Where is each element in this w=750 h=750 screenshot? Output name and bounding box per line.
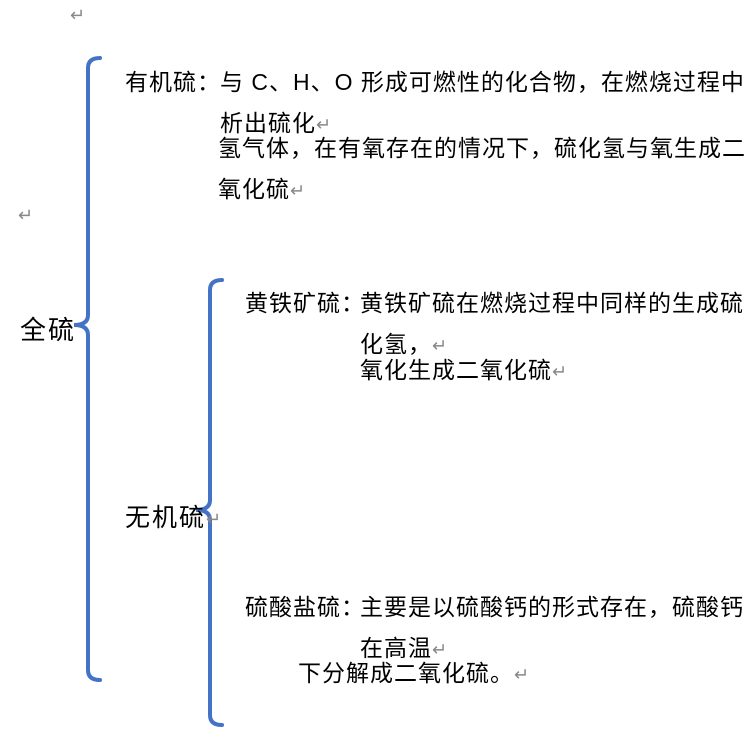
organic-sulfur-line1-text: 与 C、H、O 形成可燃性的化合物，在燃烧过程中析出硫化 (220, 69, 745, 136)
sulfate-sulfur-line2-text: 下分解成二氧化硫。 (298, 660, 514, 686)
pyrite-sulfur-line1-text: 黄铁矿硫在燃烧过程中同样的生成硫化氢， (360, 290, 744, 357)
sulfate-sulfur-line1-text: 主要是以硫酸钙的形式存在，硫酸钙在高温 (360, 594, 744, 661)
sulfate-sulfur-label-text: 硫酸盐硫： (245, 594, 365, 620)
pyrite-sulfur-label: 黄铁矿硫： (245, 283, 365, 324)
return-icon: ↵ (206, 509, 223, 529)
inorganic-sulfur-label-text: 无机硫 (125, 504, 206, 532)
pyrite-sulfur-line2: 氧化生成二氧化硫↵ (360, 350, 568, 391)
return-mark-left: ↵ (18, 205, 33, 226)
return-icon: ↵ (514, 665, 530, 685)
return-icon: ↵ (552, 362, 568, 382)
organic-sulfur-label-text: 有机硫： (125, 69, 221, 95)
sulfate-sulfur-label: 硫酸盐硫： (245, 587, 365, 628)
organic-sulfur-line2: 氢气体，在有氧存在的情况下，硫化氢与氧生成二氧化硫↵ (218, 128, 750, 211)
pyrite-sulfur-line2-text: 氧化生成二氧化硫 (360, 357, 552, 383)
return-icon: ↵ (290, 181, 306, 201)
tree-diagram: ↵ ↵ 全硫 有机硫： 与 C、H、O 形成可燃性的化合物，在燃烧过程中析出硫化… (0, 0, 750, 750)
root-label: 全硫 (20, 310, 76, 347)
sulfate-sulfur-line2: 下分解成二氧化硫。↵ (298, 653, 530, 694)
inorganic-sulfur-label: 无机硫↵ (125, 498, 223, 534)
organic-sulfur-label: 有机硫： (125, 62, 221, 103)
return-mark-top: ↵ (70, 5, 85, 26)
pyrite-sulfur-label-text: 黄铁矿硫： (245, 290, 365, 316)
